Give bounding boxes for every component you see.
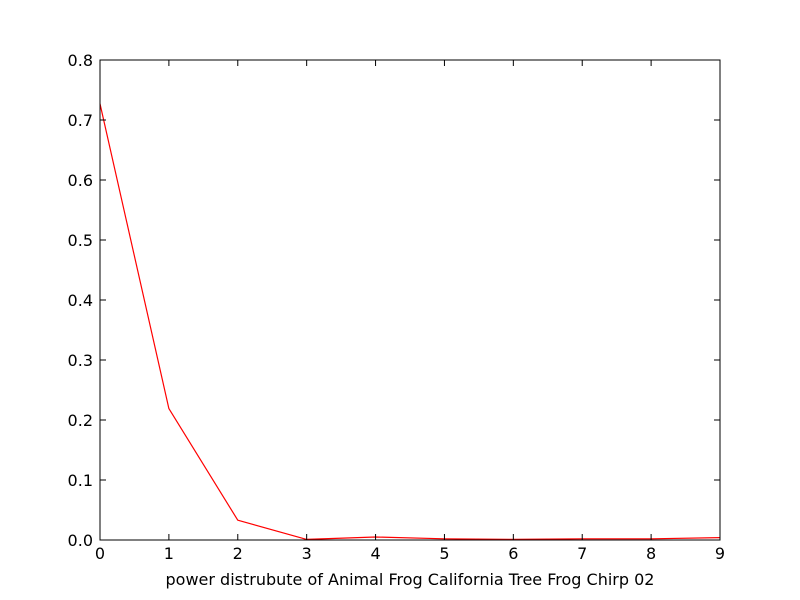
x-tick-label: 6 [508, 544, 518, 563]
series-line [99, 103, 721, 541]
labels-layer: 0 1 2 3 4 5 6 7 8 9 0.0 0.1 0.2 0.3 0.4 0.5 0.6 0.7 0.8 [68, 51, 726, 563]
y-tick-label: 0.7 [68, 111, 93, 130]
plot-frame [99, 59, 721, 541]
x-axis-label: power distrubute of Animal Frog Californ… [166, 570, 655, 589]
y-tick-label: 0.8 [68, 51, 93, 70]
x-tick-label: 4 [370, 544, 380, 563]
x-tick-label: 5 [439, 544, 449, 563]
y-tick-label: 0.0 [68, 531, 93, 550]
y-tick-label: 0.5 [68, 231, 93, 250]
y-tick-label: 0.3 [68, 351, 93, 370]
x-tick-label: 3 [302, 544, 312, 563]
x-tick-label: 8 [646, 544, 656, 563]
y-tick-label: 0.2 [68, 411, 93, 430]
y-tick-label: 0.1 [68, 471, 93, 490]
series-layer [99, 103, 721, 541]
x-tick-label: 9 [715, 544, 725, 563]
x-tick-label: 2 [233, 544, 243, 563]
x-tick-label: 1 [164, 544, 174, 563]
y-tick-label: 0.6 [68, 171, 93, 190]
x-tick-label: 7 [577, 544, 587, 563]
y-tick-label: 0.4 [68, 291, 93, 310]
x-tick-label: 0 [95, 544, 105, 563]
